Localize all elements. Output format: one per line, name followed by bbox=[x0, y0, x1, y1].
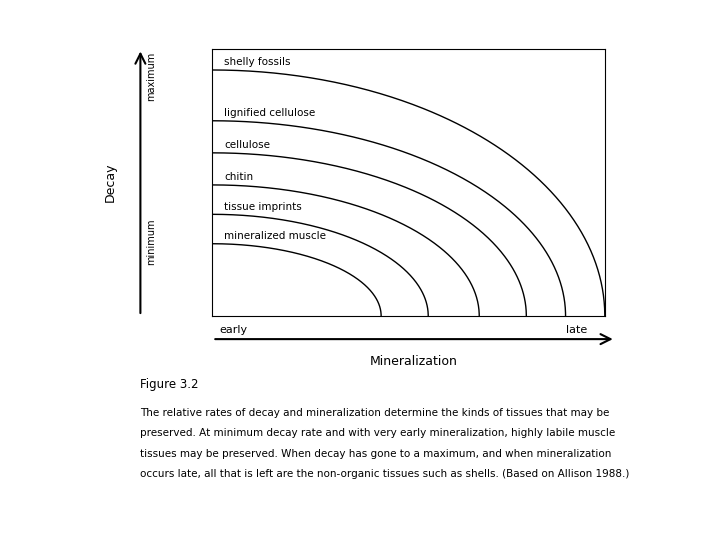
Text: cellulose: cellulose bbox=[224, 140, 270, 150]
Text: mineralized muscle: mineralized muscle bbox=[224, 231, 326, 241]
Text: late: late bbox=[565, 325, 587, 335]
Text: preserved. At minimum decay rate and with very early mineralization, highly labi: preserved. At minimum decay rate and wit… bbox=[140, 428, 616, 438]
Text: Figure 3.2: Figure 3.2 bbox=[140, 378, 199, 391]
Text: minimum: minimum bbox=[146, 219, 156, 265]
Text: tissue imprints: tissue imprints bbox=[224, 201, 302, 212]
Text: chitin: chitin bbox=[224, 172, 253, 183]
Text: lignified cellulose: lignified cellulose bbox=[224, 108, 315, 118]
Text: Decay: Decay bbox=[104, 163, 117, 202]
Text: maximum: maximum bbox=[146, 51, 156, 100]
Text: shelly fossils: shelly fossils bbox=[224, 57, 291, 68]
Text: tissues may be preserved. When decay has gone to a maximum, and when mineralizat: tissues may be preserved. When decay has… bbox=[140, 449, 612, 459]
Text: The relative rates of decay and mineralization determine the kinds of tissues th: The relative rates of decay and minerali… bbox=[140, 408, 610, 418]
Text: Mineralization: Mineralization bbox=[370, 355, 458, 368]
Text: occurs late, all that is left are the non-organic tissues such as shells. (Based: occurs late, all that is left are the no… bbox=[140, 469, 630, 480]
Text: early: early bbox=[220, 325, 248, 335]
